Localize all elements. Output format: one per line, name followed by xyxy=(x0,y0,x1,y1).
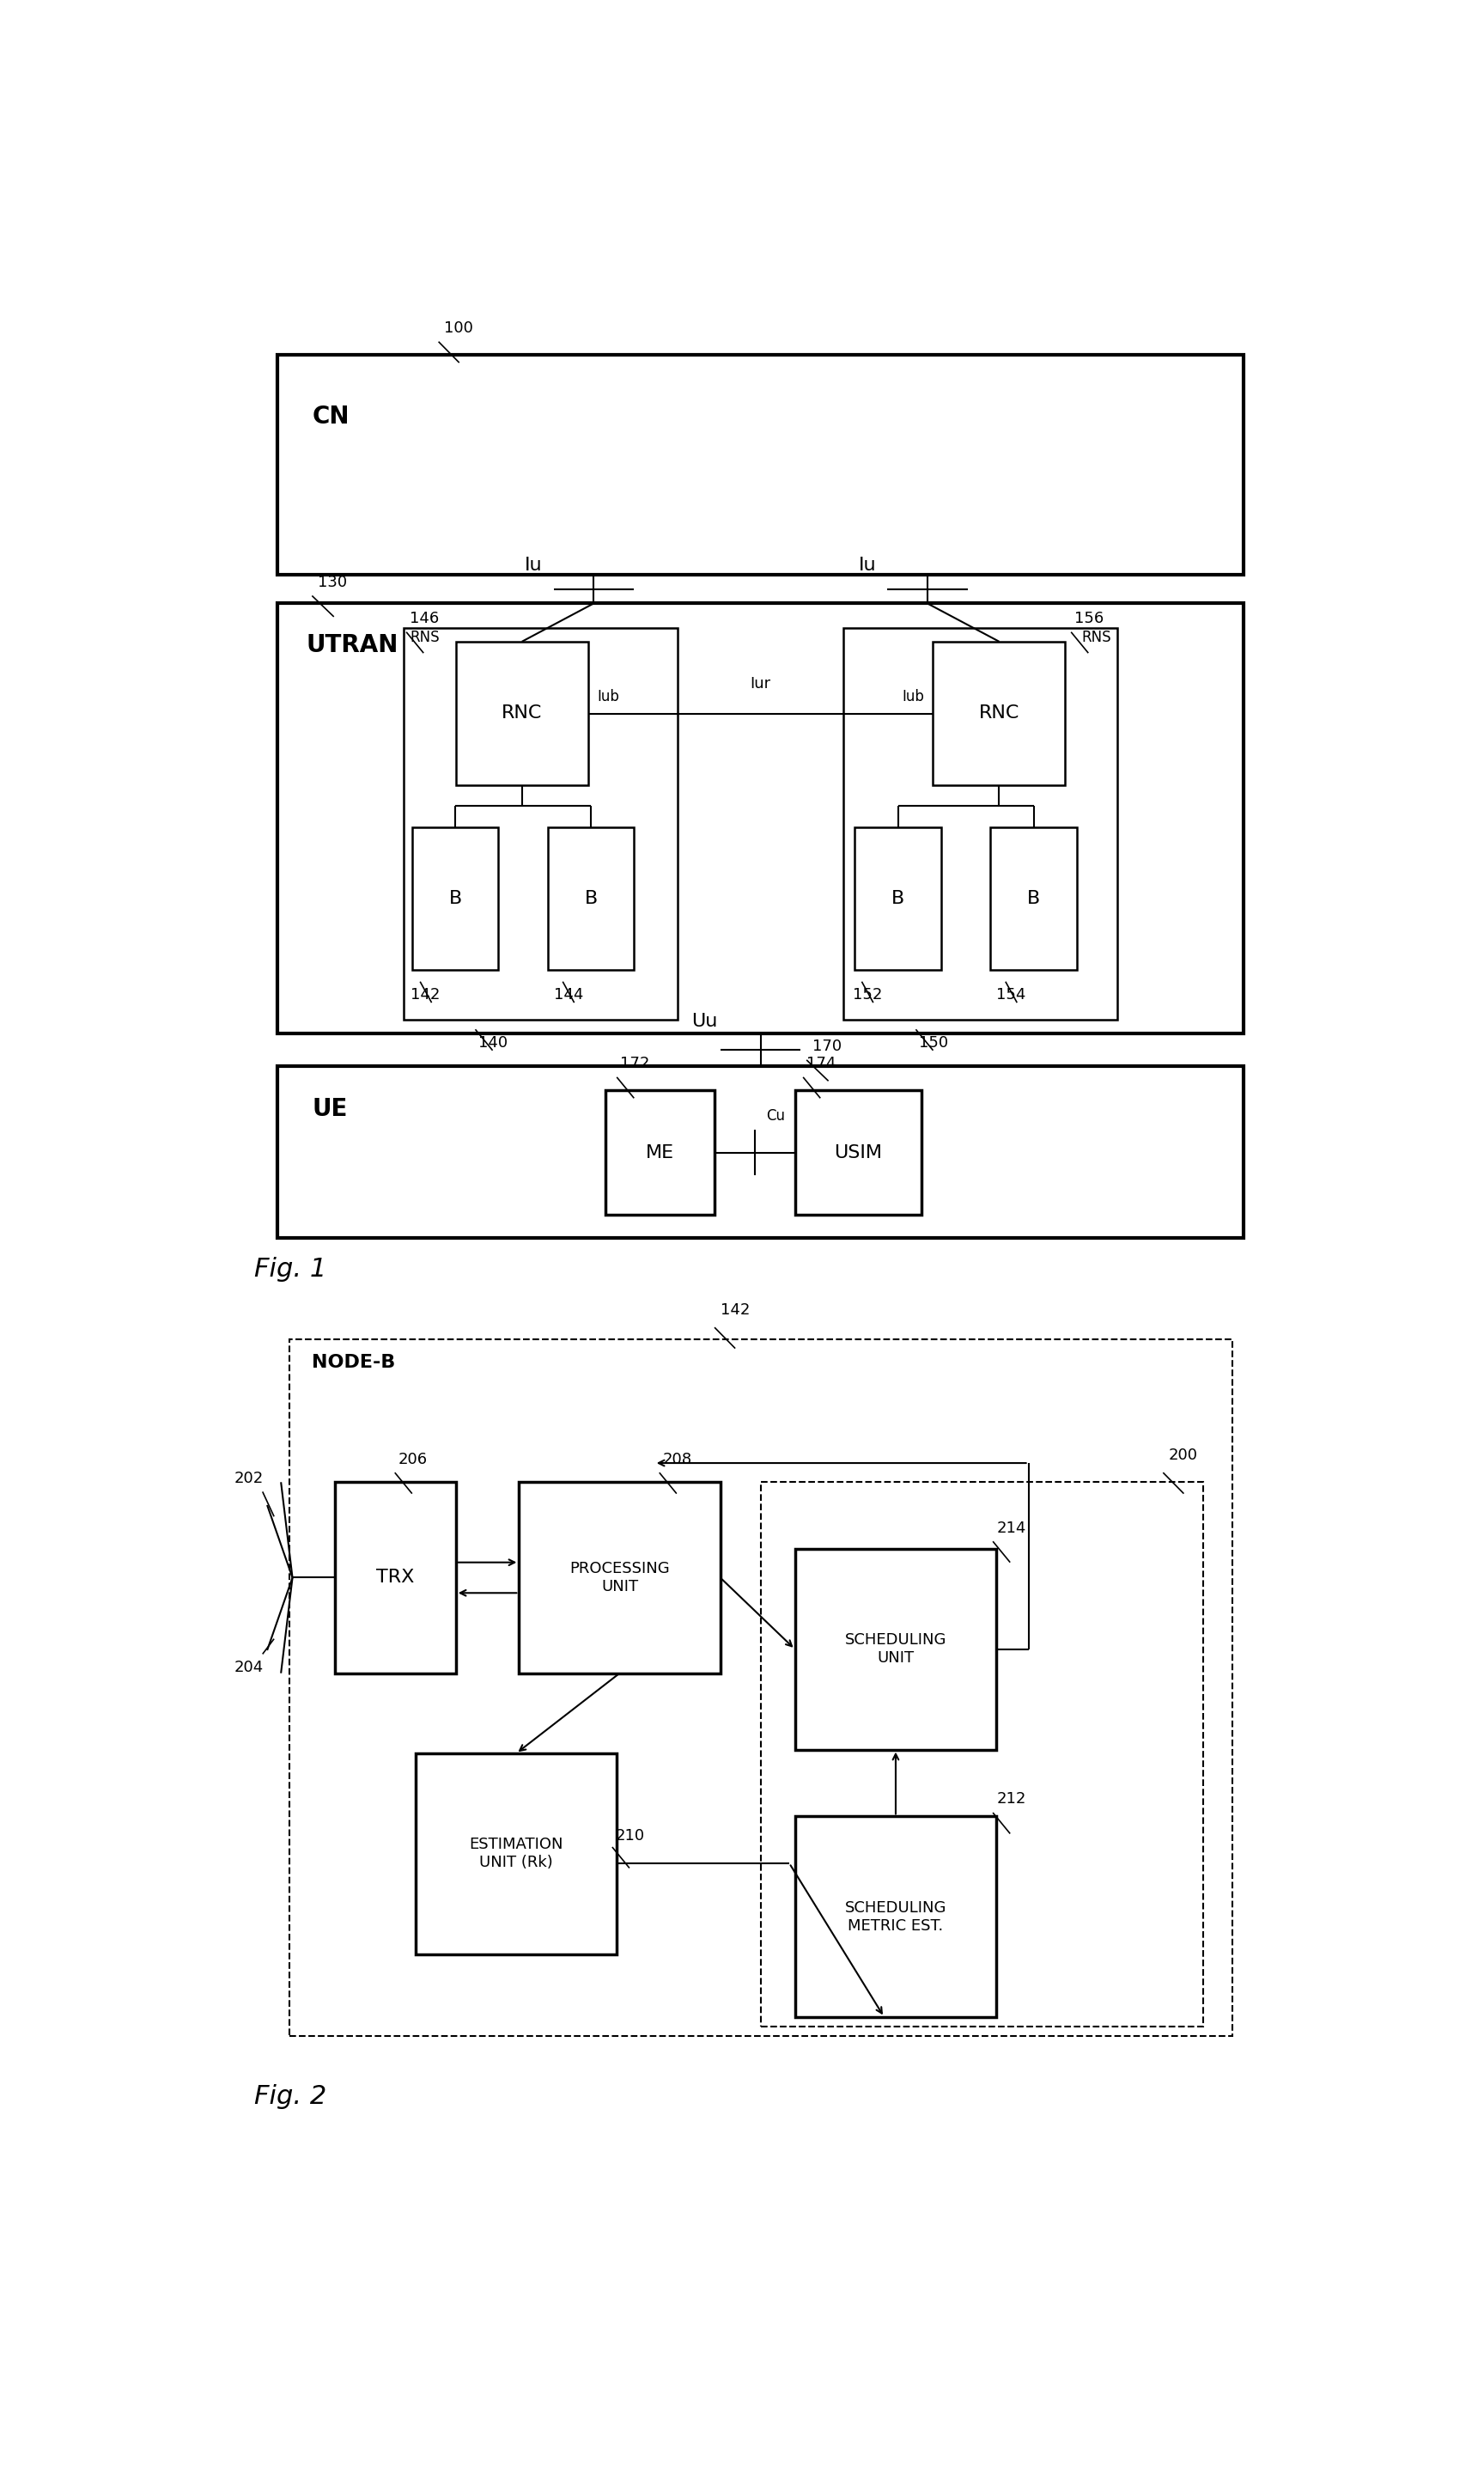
Text: 146: 146 xyxy=(410,610,439,625)
Text: Cu: Cu xyxy=(766,1109,785,1124)
Text: B: B xyxy=(892,891,905,908)
Text: 130: 130 xyxy=(318,576,347,590)
Text: NODE-B: NODE-B xyxy=(312,1355,396,1372)
Text: 206: 206 xyxy=(398,1451,427,1466)
Text: Fig. 1: Fig. 1 xyxy=(255,1258,326,1283)
Text: 142: 142 xyxy=(411,987,441,1002)
Text: Iub: Iub xyxy=(902,690,925,705)
Text: 100: 100 xyxy=(444,320,473,335)
Text: 172: 172 xyxy=(620,1057,650,1072)
Bar xyxy=(278,1067,1244,1238)
Text: SCHEDULING
UNIT: SCHEDULING UNIT xyxy=(844,1632,947,1665)
Bar xyxy=(795,1816,996,2017)
Bar xyxy=(795,1092,922,1216)
Text: Iur: Iur xyxy=(751,675,770,692)
Bar xyxy=(413,826,499,970)
Bar xyxy=(519,1481,720,1672)
Bar xyxy=(991,826,1077,970)
Text: 152: 152 xyxy=(852,987,881,1002)
Text: 140: 140 xyxy=(479,1035,508,1049)
Text: 210: 210 xyxy=(616,1828,646,1843)
Text: 150: 150 xyxy=(919,1035,948,1049)
Bar xyxy=(289,1340,1232,2037)
Text: TRX: TRX xyxy=(377,1568,414,1585)
Bar xyxy=(278,603,1244,1032)
Text: 202: 202 xyxy=(234,1471,263,1486)
Text: USIM: USIM xyxy=(834,1144,883,1161)
Bar xyxy=(548,826,634,970)
Bar xyxy=(416,1754,617,1955)
Text: B: B xyxy=(1027,891,1040,908)
Text: ME: ME xyxy=(646,1144,674,1161)
Text: RNS: RNS xyxy=(410,630,439,645)
Text: 204: 204 xyxy=(234,1660,263,1675)
Text: RNS: RNS xyxy=(1082,630,1112,645)
Text: 214: 214 xyxy=(996,1521,1025,1536)
Text: 156: 156 xyxy=(1074,610,1104,625)
Bar xyxy=(843,628,1117,1020)
Text: PROCESSING
UNIT: PROCESSING UNIT xyxy=(570,1561,669,1595)
Bar xyxy=(795,1548,996,1749)
Text: B: B xyxy=(448,891,462,908)
Bar xyxy=(855,826,941,970)
Text: 174: 174 xyxy=(807,1057,835,1072)
Bar xyxy=(335,1481,456,1672)
Text: Uu: Uu xyxy=(692,1012,718,1030)
Text: 212: 212 xyxy=(996,1791,1025,1806)
Text: 154: 154 xyxy=(996,987,1025,1002)
Text: RNC: RNC xyxy=(502,705,542,722)
Text: ESTIMATION
UNIT (Rk): ESTIMATION UNIT (Rk) xyxy=(469,1836,562,1871)
Text: Iu: Iu xyxy=(858,556,876,573)
Text: 200: 200 xyxy=(1169,1446,1198,1464)
Bar xyxy=(404,628,678,1020)
Bar xyxy=(760,1481,1204,2027)
Text: 142: 142 xyxy=(720,1303,749,1317)
Text: B: B xyxy=(585,891,598,908)
Text: Iub: Iub xyxy=(597,690,619,705)
Text: SCHEDULING
METRIC EST.: SCHEDULING METRIC EST. xyxy=(844,1900,947,1933)
Text: UTRAN: UTRAN xyxy=(306,633,399,657)
Text: Iu: Iu xyxy=(525,556,543,573)
Text: 144: 144 xyxy=(554,987,583,1002)
Text: RNC: RNC xyxy=(979,705,1020,722)
Text: CN: CN xyxy=(312,404,349,429)
Text: 170: 170 xyxy=(812,1040,841,1054)
Text: UE: UE xyxy=(312,1097,347,1121)
Bar xyxy=(456,643,588,784)
Text: 208: 208 xyxy=(663,1451,692,1466)
Bar xyxy=(933,643,1066,784)
Text: Fig. 2: Fig. 2 xyxy=(255,2084,326,2109)
Bar xyxy=(278,355,1244,576)
Bar xyxy=(605,1092,714,1216)
